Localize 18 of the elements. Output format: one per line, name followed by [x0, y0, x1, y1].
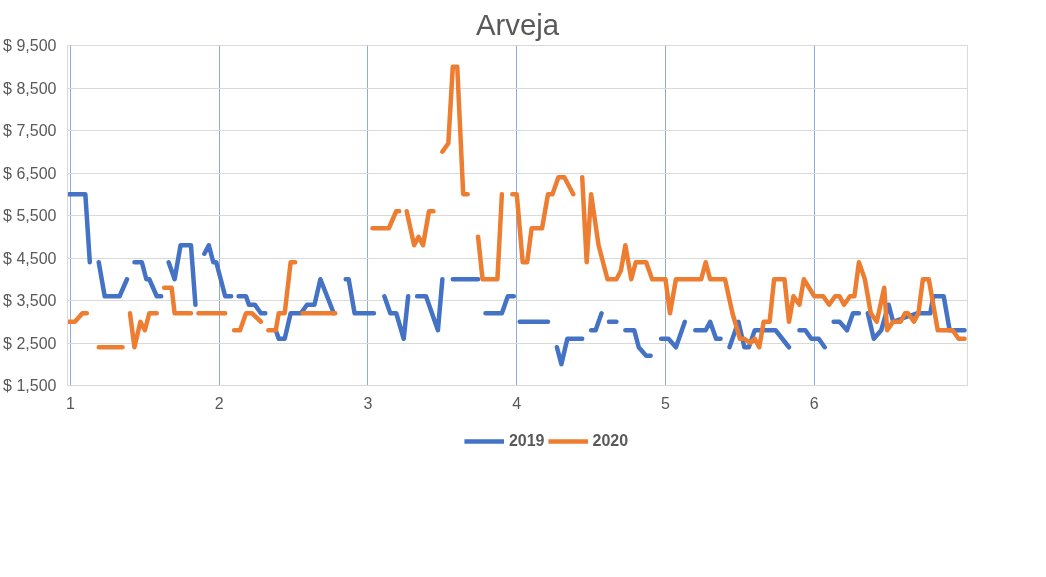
legend-label: 2019	[508, 432, 545, 450]
x-tick-label: 2	[214, 394, 224, 412]
y-tick-label: $ 4,500	[3, 249, 57, 267]
y-tick-label: $ 9,500	[3, 37, 57, 54]
y-tick-label: $ 2,500	[3, 334, 57, 352]
x-tick-label: 1	[66, 394, 76, 412]
x-tick-label: 6	[809, 394, 819, 412]
x-tick-label: 4	[512, 394, 522, 412]
y-tick-label: $ 3,500	[3, 292, 57, 309]
y-tick-label: $ 7,500	[3, 122, 57, 139]
y-tick-label: $ 1,500	[3, 377, 57, 394]
legend-label: 2020	[592, 432, 629, 450]
y-tick-label: $ 8,500	[3, 79, 57, 97]
y-tick-label: $ 6,500	[3, 164, 57, 182]
x-tick-label: 3	[363, 394, 373, 412]
y-tick-label: $ 5,500	[3, 207, 57, 224]
chart-title: Arveja	[475, 7, 560, 41]
x-tick-label: 5	[661, 394, 671, 412]
